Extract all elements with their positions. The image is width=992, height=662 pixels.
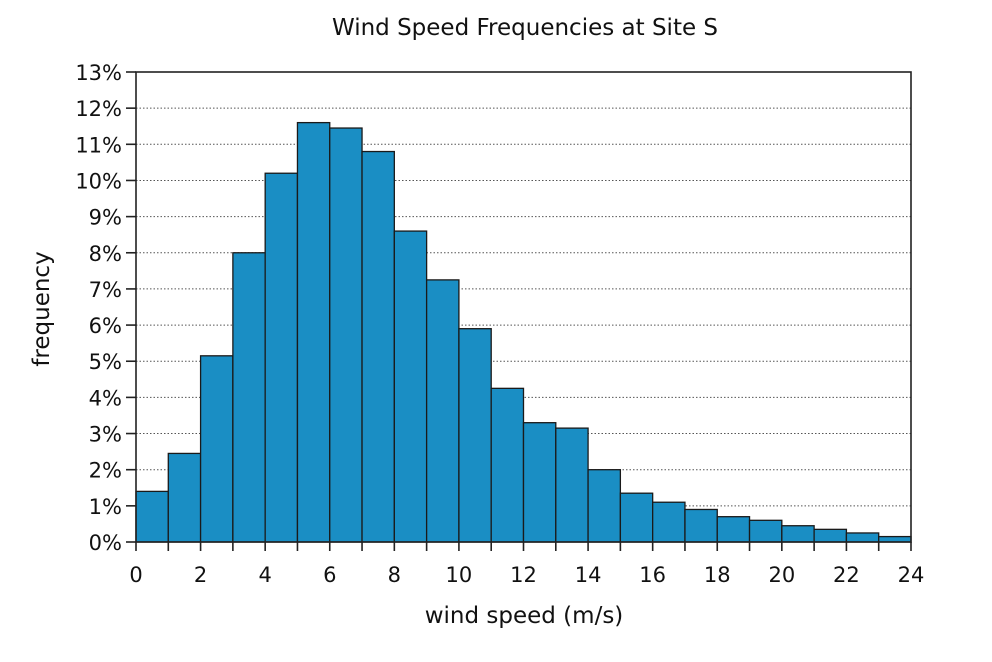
histogram-bar	[458, 328, 492, 543]
x-tick-label: 14	[575, 563, 602, 587]
x-tick-label: 20	[768, 563, 795, 587]
x-axis-label: wind speed (m/s)	[425, 603, 624, 629]
y-tick-label: 8%	[89, 242, 122, 266]
y-tick-label: 12%	[75, 97, 122, 121]
y-tick-label: 2%	[89, 459, 122, 483]
histogram-bar	[555, 427, 589, 543]
histogram-bar	[652, 501, 686, 543]
histogram-bar	[748, 519, 783, 543]
histogram-bar	[425, 279, 460, 543]
histogram-bar	[393, 230, 428, 543]
y-tick-label: 0%	[89, 531, 122, 555]
axis-ticks	[126, 71, 912, 551]
x-tick-label: 18	[704, 563, 731, 587]
histogram-bar	[845, 532, 880, 543]
y-tick-label: 4%	[89, 386, 122, 410]
x-tick-label: 12	[510, 563, 537, 587]
histogram-bar	[329, 127, 363, 543]
histogram-bar	[199, 355, 234, 543]
y-tick-label: 9%	[89, 206, 122, 230]
x-tick-label: 22	[833, 563, 860, 587]
x-tick-label: 10	[446, 563, 473, 587]
x-tick-label: 2	[194, 563, 207, 587]
x-tick-label: 4	[258, 563, 271, 587]
histogram-bar	[167, 452, 202, 543]
y-tick-label: 7%	[89, 278, 122, 302]
histogram-bar	[587, 469, 622, 543]
y-tick-label: 5%	[89, 350, 122, 374]
y-tick-label: 1%	[89, 495, 122, 519]
histogram-bar	[619, 492, 654, 543]
x-tick-label: 8	[388, 563, 401, 587]
histogram-bar	[813, 528, 848, 543]
histogram-bar	[490, 387, 525, 543]
x-tick-label: 6	[323, 563, 336, 587]
histogram-bar	[232, 252, 266, 543]
histogram-bar	[264, 172, 299, 543]
y-tick-label: 3%	[89, 423, 122, 447]
x-tick-label: 0	[129, 563, 142, 587]
x-tick-label: 24	[898, 563, 925, 587]
y-tick-label: 10%	[75, 169, 122, 193]
y-tick-label: 13%	[75, 61, 122, 85]
bars	[135, 121, 912, 543]
y-tick-label: 11%	[75, 133, 122, 157]
x-tick-label: 16	[639, 563, 666, 587]
chart-title: Wind Speed Frequencies at Site S	[332, 15, 718, 41]
histogram-bar	[878, 535, 912, 543]
histogram-bar	[781, 525, 815, 543]
histogram-bar	[716, 516, 751, 543]
y-tick-label: 6%	[89, 314, 122, 338]
histogram-bar	[296, 121, 331, 543]
histogram-bar	[135, 490, 169, 543]
histogram-bar	[522, 422, 557, 543]
histogram-bar	[684, 508, 718, 543]
y-axis-tick-labels: 0% 1% 2% 3% 4% 5% 6% 7% 8% 9% 10% 11% 12% 13%	[75, 61, 122, 555]
y-axis-label: frequency	[29, 251, 55, 366]
histogram-bar	[361, 150, 395, 543]
x-axis-tick-labels: 0 2 4 6 8 10 12 14 16 18 20 22 24	[129, 563, 924, 587]
